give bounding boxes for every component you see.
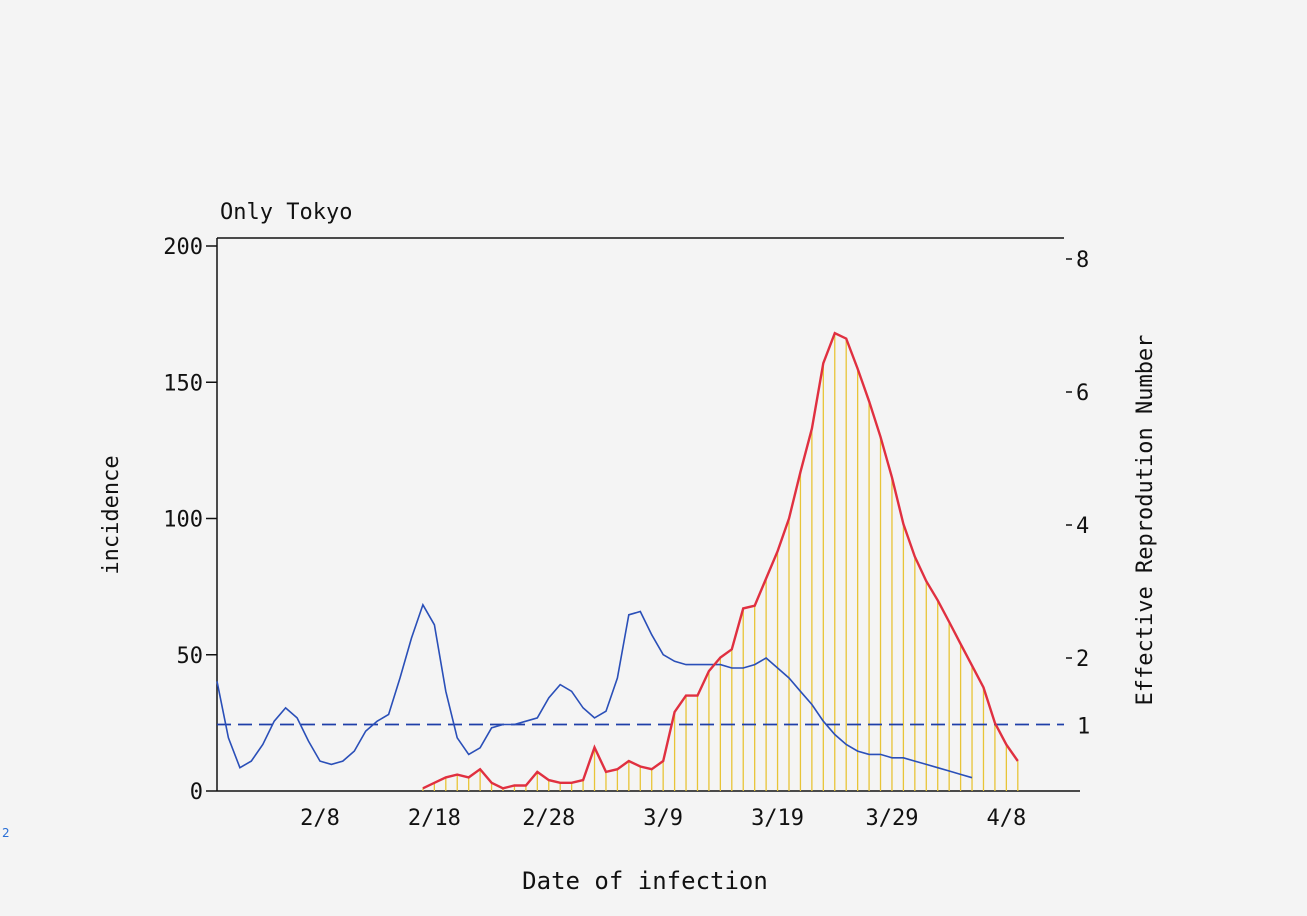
left-tick-label: 200: [163, 235, 203, 260]
right-tick-label: 4: [1076, 514, 1089, 539]
x-tick-group: 2/8 2/18 2/28 3/9 3/19 3/29 4/8: [300, 806, 1026, 831]
right-tick-group: 2 4 6 8: [1066, 248, 1089, 672]
x-axis-label: Date of infection: [522, 867, 768, 895]
reference-line-label: 1: [1077, 715, 1090, 740]
reproduction-number-line: [216, 602, 973, 779]
left-tick-label: 150: [163, 371, 203, 396]
y-axis-label-right: Effective Reprodution Number: [1133, 335, 1158, 706]
incidence-line: [422, 331, 1019, 790]
incidence-bars: [422, 333, 1019, 791]
y-axis-label-left: incidence: [99, 455, 124, 574]
x-tick-label: 3/19: [751, 806, 804, 831]
left-tick-label: 100: [163, 508, 203, 533]
chart-title: Only Tokyo: [220, 200, 352, 225]
x-tick-label: 2/28: [522, 806, 575, 831]
x-tick-label: 3/9: [643, 806, 683, 831]
x-tick-label: 2/8: [300, 806, 340, 831]
left-tick-label: 0: [190, 780, 203, 805]
corner-mark: 2: [2, 826, 10, 840]
right-tick-label: 8: [1076, 248, 1089, 273]
x-tick-label: 3/29: [865, 806, 918, 831]
x-tick-label: 4/8: [986, 806, 1026, 831]
x-tick-label: 2/18: [408, 806, 461, 831]
right-tick-label: 6: [1076, 381, 1089, 406]
left-tick-label: 50: [177, 644, 204, 669]
left-tick-group: 0 50 100 150 200: [163, 235, 217, 805]
right-tick-label: 2: [1076, 647, 1089, 672]
